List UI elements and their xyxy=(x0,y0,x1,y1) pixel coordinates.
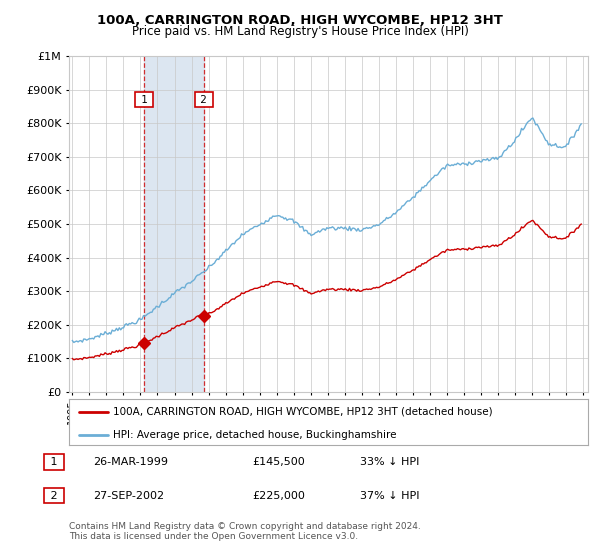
Text: 1: 1 xyxy=(137,95,151,105)
Text: 1: 1 xyxy=(47,457,61,467)
Text: 27-SEP-2002: 27-SEP-2002 xyxy=(93,491,164,501)
Text: Contains HM Land Registry data © Crown copyright and database right 2024.
This d: Contains HM Land Registry data © Crown c… xyxy=(69,522,421,542)
Text: 100A, CARRINGTON ROAD, HIGH WYCOMBE, HP12 3HT: 100A, CARRINGTON ROAD, HIGH WYCOMBE, HP1… xyxy=(97,14,503,27)
Text: 2: 2 xyxy=(197,95,211,105)
Text: Price paid vs. HM Land Registry's House Price Index (HPI): Price paid vs. HM Land Registry's House … xyxy=(131,25,469,38)
Text: HPI: Average price, detached house, Buckinghamshire: HPI: Average price, detached house, Buck… xyxy=(113,430,397,440)
Bar xyxy=(144,56,204,392)
Text: 100A, CARRINGTON ROAD, HIGH WYCOMBE, HP12 3HT (detached house): 100A, CARRINGTON ROAD, HIGH WYCOMBE, HP1… xyxy=(113,407,493,417)
Text: 2: 2 xyxy=(47,491,61,501)
Text: 37% ↓ HPI: 37% ↓ HPI xyxy=(360,491,419,501)
Text: £145,500: £145,500 xyxy=(252,457,305,467)
Text: 26-MAR-1999: 26-MAR-1999 xyxy=(93,457,168,467)
Text: £225,000: £225,000 xyxy=(252,491,305,501)
Text: 33% ↓ HPI: 33% ↓ HPI xyxy=(360,457,419,467)
